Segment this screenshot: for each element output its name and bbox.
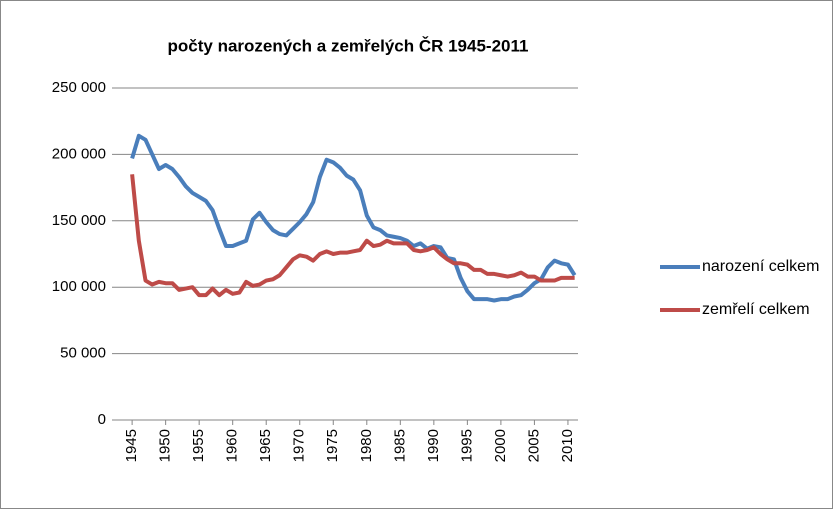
y-tick-label: 0 [98, 411, 106, 428]
x-tick-label: 1950 [157, 429, 174, 462]
y-tick-label: 150 000 [52, 212, 106, 229]
x-tick-label: 1975 [324, 429, 341, 462]
chart-title: počty narozených a zemřelých ČR 1945-201… [168, 36, 529, 55]
x-tick-label: 1955 [190, 429, 207, 462]
data-line [130, 133, 577, 303]
y-tick-label: 250 000 [52, 79, 106, 96]
x-tick-label: 2005 [525, 429, 542, 462]
y-tick-label: 100 000 [52, 278, 106, 295]
x-tick-label: 1985 [391, 429, 408, 462]
x-tick-label: 1995 [458, 429, 475, 462]
x-tick-label: 1960 [224, 429, 241, 462]
data-line [130, 174, 575, 298]
x-tick-label: 2010 [559, 429, 576, 462]
legend-label: zemřelí celkem [702, 301, 810, 318]
x-tick-label: 1990 [425, 429, 442, 462]
x-tick-label: 1980 [358, 429, 375, 462]
y-tick-label: 50 000 [60, 345, 106, 362]
legend-label: narození celkem [702, 258, 819, 275]
x-tick-label: 1945 [123, 429, 140, 462]
y-tick-label: 200 000 [52, 145, 106, 162]
x-tick-label: 2000 [492, 429, 509, 462]
x-tick-label: 1965 [257, 429, 274, 462]
x-tick-label: 1970 [291, 429, 308, 462]
